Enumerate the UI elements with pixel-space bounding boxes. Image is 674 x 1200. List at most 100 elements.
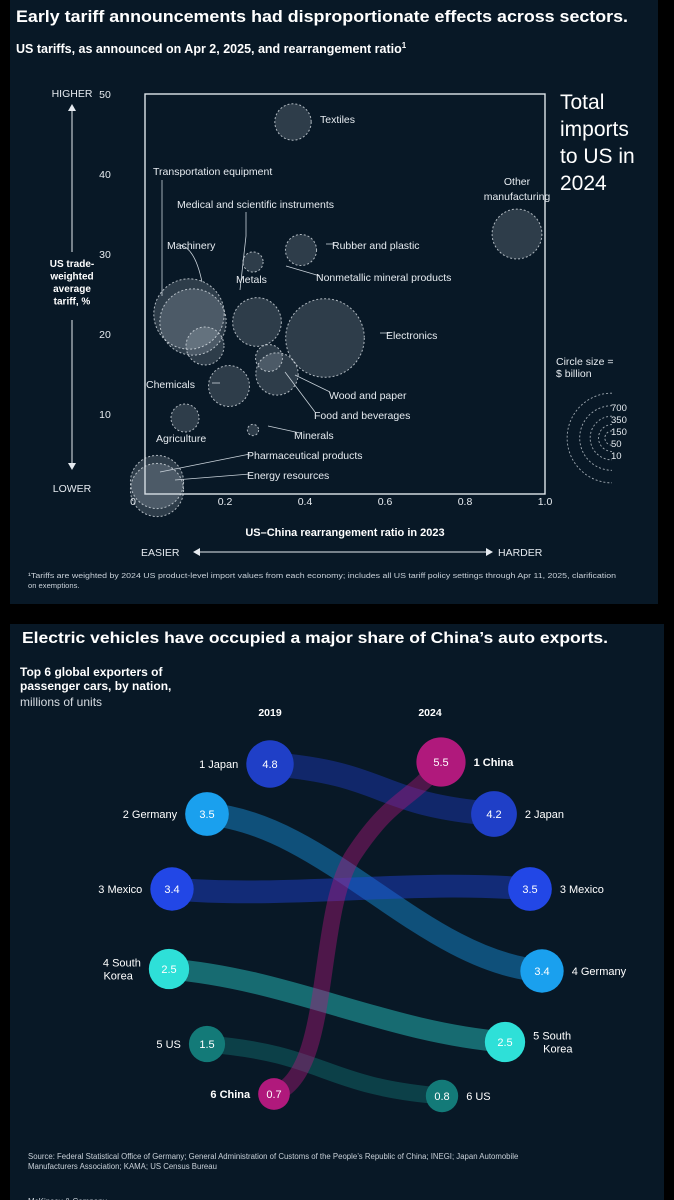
bubble-left-rank-1 — [246, 740, 294, 788]
x-tick-label: 0.6 — [378, 496, 393, 508]
year-label-right: 2024 — [418, 707, 442, 719]
leader-line — [285, 265, 321, 277]
leader-line — [174, 473, 251, 481]
side-title-line: Total — [560, 91, 604, 114]
x-easy-label: EASIER — [141, 547, 180, 559]
size-legend-arc — [579, 405, 613, 471]
year-label-left: 2019 — [258, 707, 282, 719]
leader-line — [284, 371, 316, 413]
label-line: Other — [504, 176, 531, 188]
y-axis-label: weighted — [49, 272, 93, 283]
bubble-right-rank-6 — [425, 1079, 459, 1113]
x-tick-label: 0.2 — [218, 496, 233, 508]
value-label-left: 0.7 — [266, 1089, 281, 1101]
arrow-down-icon — [68, 463, 76, 470]
country-label-right: 1 China — [474, 757, 515, 769]
country-label-left: 4 South — [103, 958, 141, 970]
x-tick-label: 0.4 — [298, 496, 313, 508]
chart2-units: millions of units — [20, 695, 102, 709]
leader-line — [294, 374, 331, 393]
flow-band — [198, 1035, 451, 1105]
label-rubber-and-plastic: Rubber and plastic — [332, 240, 420, 252]
bubble-electronics — [285, 298, 365, 378]
y-tick-label: 40 — [99, 169, 111, 181]
label-food-and-beverages: Food and beverages — [314, 410, 410, 422]
bubble-right-rank-5 — [484, 1021, 526, 1063]
country-label-left: 6 China — [210, 1089, 251, 1101]
value-label-right: 2.5 — [497, 1037, 512, 1049]
bubble-transportation-equipment — [159, 288, 227, 356]
plot-frame — [144, 93, 546, 495]
y-tick-label: 10 — [99, 409, 111, 421]
bubble-energy-resources — [129, 462, 185, 518]
label-metals: Metals — [236, 274, 267, 286]
arrow-up-icon — [68, 104, 76, 111]
x-tick-label: 0.8 — [458, 496, 473, 508]
value-label-left: 3.5 — [199, 809, 214, 821]
footnote-line: on exemptions. — [28, 581, 80, 590]
country-label-right: 2 Japan — [525, 809, 564, 821]
label-textiles: Textiles — [320, 114, 355, 126]
label-other-manufacturing: Other manufacturing — [484, 176, 551, 203]
side-title-line: imports — [560, 118, 629, 141]
flow-band — [160, 874, 542, 904]
label-agriculture: Agriculture — [156, 433, 206, 445]
country-label-left: 2 Germany — [123, 809, 178, 821]
bubble-nonmetallic-mineral-products — [232, 297, 282, 347]
chart2-title: Electric vehicles have occupied a major … — [22, 630, 608, 647]
bubble-agriculture — [170, 403, 200, 433]
y-tick-label: 30 — [99, 249, 111, 261]
country-label-right: 3 Mexico — [560, 884, 604, 896]
size-legend-arc — [589, 415, 613, 461]
flow-band — [158, 958, 516, 1053]
label-electronics: Electronics — [386, 330, 437, 342]
x-hard-label: HARDER — [498, 547, 543, 559]
bubble-minerals — [246, 423, 260, 437]
value-label-left: 4.8 — [262, 759, 277, 771]
size-legend-title: $ billion — [556, 368, 592, 380]
bubble-metals — [242, 251, 264, 273]
label-machinery: Machinery — [167, 240, 216, 252]
label-wood-and-paper: Wood and paper — [329, 390, 407, 402]
value-label-right: 5.5 — [433, 757, 448, 769]
leader-line — [179, 244, 203, 283]
country-label-left: 5 US — [156, 1039, 180, 1051]
chart1-subtitle: US tariffs, as announced on Apr 2, 2025,… — [16, 41, 407, 56]
tariff-scatter-chart: Early tariff announcements had dispropor… — [16, 8, 635, 590]
size-legend-value: 350 — [611, 415, 627, 426]
bubble-textiles — [274, 103, 312, 141]
y-low-label: LOWER — [53, 483, 92, 495]
x-axis-label: US–China rearrangement ratio in 2023 — [245, 527, 444, 539]
y-axis-label: tariff, % — [54, 297, 91, 308]
side-title-line: to US in — [560, 145, 635, 168]
value-label-right: 3.5 — [522, 884, 537, 896]
country-label-right: 6 US — [466, 1091, 490, 1103]
flow-band — [265, 753, 450, 1103]
bubble-left-rank-6 — [258, 1078, 290, 1110]
size-legend-title: Circle size = — [556, 356, 613, 368]
chart1-title: Early tariff announcements had dispropor… — [16, 8, 628, 26]
size-legend-value: 50 — [611, 439, 622, 450]
bubble-other-manufacturing — [491, 208, 543, 260]
chart1-subtitle-text: US tariffs, as announced on Apr 2, 2025,… — [16, 42, 402, 56]
bubble-pharmaceutical-products — [129, 454, 185, 510]
bubble-left-rank-5 — [188, 1025, 226, 1063]
chart2-subtitle-line: passenger cars, by nation, — [20, 679, 171, 693]
bubble-right-rank-2 — [471, 791, 517, 837]
bubble-wood-and-paper — [255, 344, 283, 372]
size-legend-value: 700 — [611, 403, 627, 414]
value-label-right: 4.2 — [486, 809, 501, 821]
label-line: manufacturing — [484, 191, 551, 203]
side-title-line: 2024 — [560, 172, 607, 195]
source-line: Source: Federal Statistical Office of Ge… — [28, 1152, 518, 1161]
bubble-food-and-beverages — [255, 352, 299, 396]
y-high-label: HIGHER — [52, 88, 93, 100]
flow-band — [257, 751, 507, 827]
footnote-line: ¹Tariffs are weighted by 2024 US product… — [28, 571, 616, 580]
label-nonmetallic-mineral-products: Nonmetallic mineral products — [316, 272, 451, 284]
y-axis-label: US trade- — [50, 259, 94, 270]
tariff-chart-panel: Early tariff announcements had dispropor… — [10, 0, 658, 604]
y-tick-label: 50 — [99, 89, 111, 101]
country-label-left: 3 Mexico — [98, 884, 142, 896]
arrow-right-icon — [486, 548, 493, 556]
